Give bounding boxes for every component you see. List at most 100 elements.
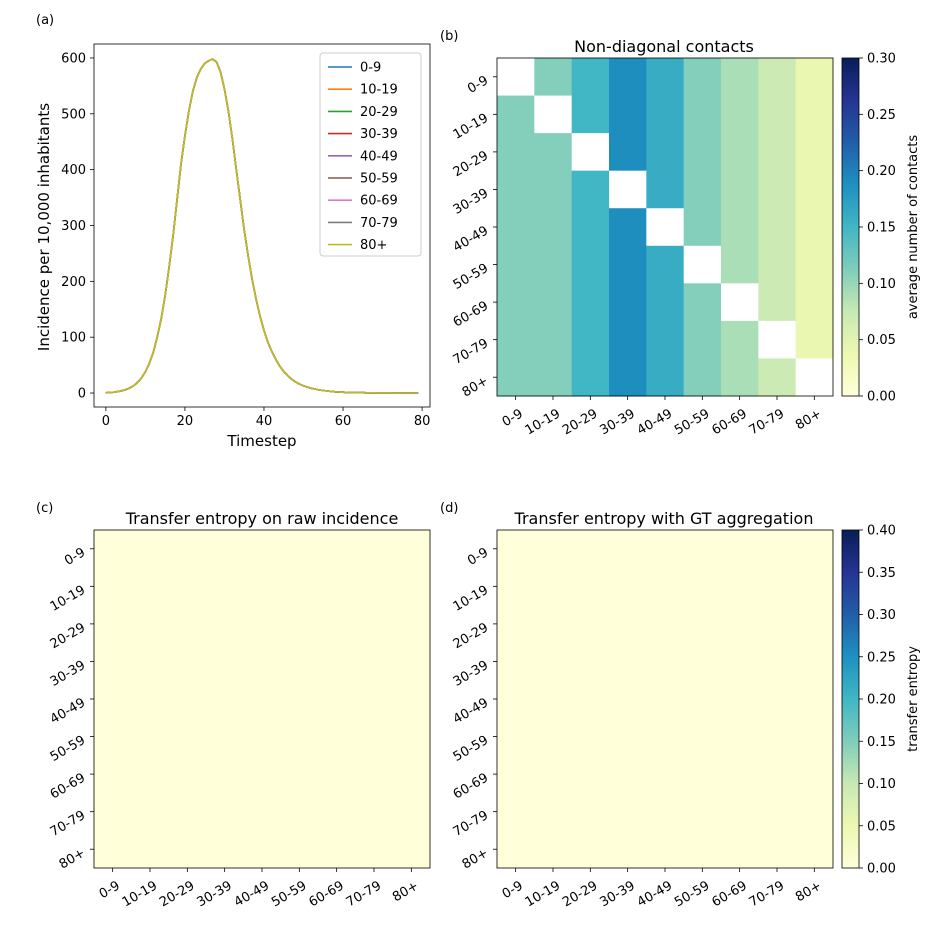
heatmap-cell <box>796 605 834 643</box>
heatmap-cell <box>94 718 132 756</box>
heatmap-cell <box>131 568 169 606</box>
row-label: 0-9 <box>465 73 491 97</box>
heatmap-cell <box>684 321 722 359</box>
heatmap-cell <box>721 171 759 209</box>
y-tick-label: 400 <box>61 163 86 178</box>
panel-c-cells <box>94 530 431 869</box>
heatmap-cell <box>534 568 572 606</box>
row-label: 50-59 <box>451 733 491 765</box>
heatmap-cell <box>497 321 535 359</box>
heatmap-cell <box>721 830 759 868</box>
heatmap-cell <box>684 530 722 568</box>
row-label: 0-9 <box>62 545 88 569</box>
heatmap-cell <box>572 680 610 718</box>
heatmap-cell <box>758 133 796 171</box>
heatmap-cell <box>534 793 572 831</box>
heatmap-cell <box>169 755 207 793</box>
heatmap-cell <box>243 680 281 718</box>
col-label: 60-69 <box>709 406 749 438</box>
panel-a-ylabel: Incidence per 10,000 inhabitants <box>35 103 53 351</box>
heatmap-cell <box>758 321 796 359</box>
col-label: 80+ <box>793 878 824 905</box>
heatmap-cell <box>355 568 393 606</box>
heatmap-cell <box>796 755 834 793</box>
col-label: 0-9 <box>500 878 526 902</box>
colorbar-tick-label: 0.10 <box>867 777 896 792</box>
panel-b-row-labels: 0-910-1920-2930-3940-4950-5960-6970-7980… <box>451 73 497 400</box>
heatmap-cell <box>318 680 356 718</box>
heatmap-cell <box>796 358 834 396</box>
heatmap-cell <box>609 208 647 246</box>
heatmap-cell <box>758 96 796 134</box>
heatmap-cell <box>534 96 572 134</box>
row-label: 70-79 <box>451 808 491 840</box>
panel-b-title: Non-diagonal contacts <box>574 37 754 56</box>
heatmap-cell <box>721 96 759 134</box>
heatmap-cell <box>609 718 647 756</box>
col-label: 80+ <box>390 878 421 905</box>
heatmap-cell <box>796 246 834 284</box>
heatmap-cell <box>497 96 535 134</box>
row-label: 30-39 <box>451 186 491 218</box>
legend-label: 60-69 <box>360 194 398 209</box>
heatmap-cell <box>281 793 319 831</box>
heatmap-cell <box>721 568 759 606</box>
heatmap-cell <box>609 680 647 718</box>
row-label: 50-59 <box>48 733 88 765</box>
heatmap-cell <box>131 643 169 681</box>
heatmap-cell <box>609 171 647 209</box>
panel-b-heatmap: (b) Non-diagonal contacts 0-910-1920-293… <box>440 29 921 438</box>
panel-d-label: (d) <box>440 501 458 516</box>
heatmap-cell <box>721 643 759 681</box>
col-label: 20-29 <box>560 406 600 438</box>
heatmap-cell <box>94 793 132 831</box>
heatmap-cell <box>572 605 610 643</box>
colorbar-tick-label: 0.25 <box>867 108 896 123</box>
col-label: 60-69 <box>306 878 346 910</box>
col-label: 30-39 <box>597 878 637 910</box>
legend-label: 0-9 <box>360 61 381 76</box>
colorbar-tick-label: 0.15 <box>867 735 896 750</box>
heatmap-cell <box>609 283 647 321</box>
row-label: 40-49 <box>48 695 88 727</box>
heatmap-cell <box>243 718 281 756</box>
col-label: 50-59 <box>672 406 712 438</box>
heatmap-cell <box>318 643 356 681</box>
row-label: 80+ <box>57 846 88 873</box>
heatmap-cell <box>796 568 834 606</box>
heatmap-cell <box>534 830 572 868</box>
heatmap-cell <box>721 246 759 284</box>
heatmap-cell <box>796 643 834 681</box>
heatmap-cell <box>243 793 281 831</box>
heatmap-cell <box>758 568 796 606</box>
col-label: 70-79 <box>747 878 787 910</box>
heatmap-cell <box>281 643 319 681</box>
heatmap-cell <box>758 680 796 718</box>
row-label: 10-19 <box>48 583 88 615</box>
heatmap-cell <box>318 568 356 606</box>
heatmap-cell <box>497 58 535 96</box>
heatmap-cell <box>497 171 535 209</box>
heatmap-cell <box>609 530 647 568</box>
panel-c-row-labels: 0-9 10-19 20-29 30-39 40-49 50-59 60-69 70-79 80… <box>48 545 94 872</box>
colorbar-tick-label: 0.10 <box>867 277 896 292</box>
heatmap-cell <box>169 530 207 568</box>
heatmap-cell <box>534 246 572 284</box>
heatmap-cell <box>243 643 281 681</box>
heatmap-cell <box>684 680 722 718</box>
heatmap-cell <box>684 830 722 868</box>
legend-label: 40-49 <box>360 149 398 164</box>
heatmap-cell <box>721 358 759 396</box>
heatmap-cell <box>355 793 393 831</box>
colorbar-d-label: transfer entropy <box>906 646 921 752</box>
heatmap-cell <box>572 358 610 396</box>
panel-b-col-labels: 0-910-1920-2930-3940-4950-5960-6970-79 80… <box>500 396 825 438</box>
heatmap-cell <box>758 643 796 681</box>
heatmap-cell <box>796 283 834 321</box>
heatmap-cell <box>646 133 684 171</box>
row-label: 60-69 <box>451 299 491 331</box>
heatmap-cell <box>497 793 535 831</box>
heatmap-cell <box>609 605 647 643</box>
col-label: 30-39 <box>194 878 234 910</box>
heatmap-cell <box>534 321 572 359</box>
